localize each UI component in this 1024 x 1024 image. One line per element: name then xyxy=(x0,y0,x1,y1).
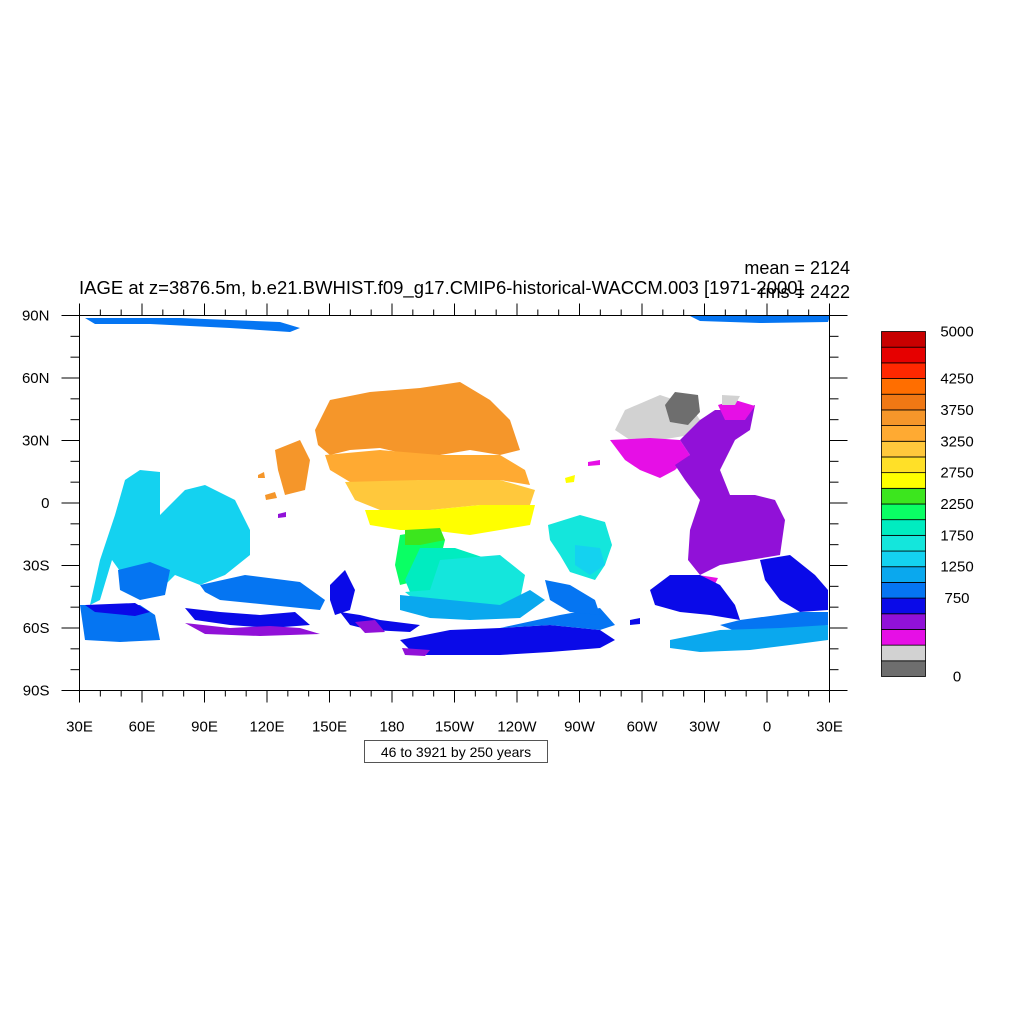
colorbar-label: 3250 xyxy=(940,433,973,450)
pacific-yellow-band xyxy=(365,505,535,535)
colorbar-label: 1250 xyxy=(940,559,973,576)
patch-6 xyxy=(630,618,640,625)
y-tick-label: 90N xyxy=(22,308,50,325)
southern-ocean-lightblue xyxy=(670,625,828,652)
x-tick-label: 0 xyxy=(763,719,771,736)
colorbar: 5000 4250 3750 3250 2750 2250 1750 1250 750 0 xyxy=(881,324,974,686)
colorbar-swatch xyxy=(881,550,926,568)
pacific-purple-spot-2 xyxy=(402,648,430,656)
x-tick-label: 30E xyxy=(816,719,843,736)
x-tick-label: 150E xyxy=(312,719,347,736)
colorbar-swatch xyxy=(881,440,926,458)
colorbar-swatch xyxy=(881,456,926,474)
indian-ocean-southern-blue xyxy=(185,608,310,628)
mean-stat: mean = 2124 xyxy=(744,258,850,278)
y-tick-label: 90S xyxy=(23,683,50,700)
patch-5 xyxy=(278,512,286,518)
indian-ocean-purple xyxy=(185,623,320,636)
x-tick-label: 30W xyxy=(689,719,721,736)
x-tick-label: 90W xyxy=(564,719,596,736)
colorbar-label: 2250 xyxy=(940,496,973,513)
y-axis: 90N 60N 30N 0 30S 60S 90S xyxy=(22,308,848,700)
colorbar-label: 750 xyxy=(944,590,969,607)
indian-ocean-south-2 xyxy=(200,575,325,610)
south-atlantic-east-blue xyxy=(760,555,828,612)
colorbar-swatch xyxy=(881,660,926,677)
pacific-lightgreen xyxy=(405,528,445,545)
colorbar-label: 4250 xyxy=(940,371,973,388)
colorbar-swatch xyxy=(881,487,926,505)
x-tick-label: 30E xyxy=(66,719,93,736)
colorbar-swatch xyxy=(881,378,926,395)
colorbar-swatch xyxy=(881,331,926,348)
north-atlantic-magenta xyxy=(610,438,690,478)
colorbar-swatch xyxy=(881,566,926,583)
patch-3 xyxy=(565,475,575,483)
colorbar-swatch xyxy=(881,393,926,411)
atlantic-purple xyxy=(675,405,785,575)
colorbar-swatch xyxy=(881,582,926,599)
y-tick-label: 30N xyxy=(22,433,50,450)
pacific-lightblue xyxy=(400,590,545,620)
contour-info: 46 to 3921 by 250 years xyxy=(381,744,531,760)
north-pacific-orange xyxy=(315,382,520,455)
rms-stat: rms = 2422 xyxy=(759,282,850,302)
x-tick-label: 150W xyxy=(435,719,475,736)
contour-info-box xyxy=(364,740,548,763)
y-tick-label: 60S xyxy=(23,620,50,637)
colorbar-swatch xyxy=(881,503,926,521)
colorbar-swatch xyxy=(881,362,926,379)
pacific-southwest-blue xyxy=(330,570,355,615)
colorbar-label: 2750 xyxy=(940,465,973,482)
southern-pacific-blue-band xyxy=(400,625,615,655)
x-tick-label: 60E xyxy=(129,719,156,736)
arctic-region-east xyxy=(690,316,830,323)
y-tick-label: 30S xyxy=(23,558,50,575)
colorbar-swatch xyxy=(881,346,926,364)
colorbar-swatch xyxy=(881,629,926,646)
colorbar-label: 3750 xyxy=(940,402,973,419)
colorbar-label: 1750 xyxy=(940,527,973,544)
colorbar-label: 5000 xyxy=(940,324,973,341)
east-pacific-light xyxy=(575,545,605,575)
indian-ocean-deep-blue xyxy=(85,603,150,616)
age-field xyxy=(80,316,830,656)
colorbar-swatch xyxy=(881,534,926,552)
x-tick-label: 120E xyxy=(249,719,284,736)
pacific-yellow-orange-band xyxy=(345,480,535,510)
x-tick-label: 180 xyxy=(379,719,404,736)
colorbar-swatch xyxy=(881,597,926,615)
colorbar-swatch xyxy=(881,409,926,426)
x-axis: 30E 60E 90E 120E 150E 180 150W 120W 90W 60W 30W 0 30… xyxy=(66,303,843,736)
colorbar-label: 0 xyxy=(953,669,961,686)
arctic-region-west xyxy=(85,318,300,332)
map-title: IAGE at z=3876.5m, b.e21.BWHIST.f09_g17.… xyxy=(79,277,803,299)
colorbar-swatch xyxy=(881,613,926,630)
colorbar-swatch xyxy=(881,425,926,442)
pacific-gold-band xyxy=(325,450,530,485)
pacific-west-orange xyxy=(275,440,310,495)
y-tick-label: 0 xyxy=(41,495,49,512)
x-tick-label: 120W xyxy=(497,719,537,736)
patch-2 xyxy=(265,492,277,500)
colorbar-swatch xyxy=(881,519,926,536)
pacific-purple-spot xyxy=(355,620,385,633)
east-pacific-blue xyxy=(545,580,600,615)
north-atlantic-gray-dark xyxy=(665,392,700,425)
y-tick-label: 60N xyxy=(22,370,50,387)
atlantic-top-gray xyxy=(722,395,740,405)
pacific-cyan xyxy=(405,555,525,610)
patch-1 xyxy=(258,472,265,478)
x-tick-label: 90E xyxy=(191,719,218,736)
indian-ocean-south xyxy=(118,562,170,600)
patch-4 xyxy=(588,460,600,466)
colorbar-swatch xyxy=(881,644,926,662)
south-atlantic-blue xyxy=(650,575,740,620)
x-tick-label: 60W xyxy=(627,719,659,736)
colorbar-swatch xyxy=(881,472,926,489)
